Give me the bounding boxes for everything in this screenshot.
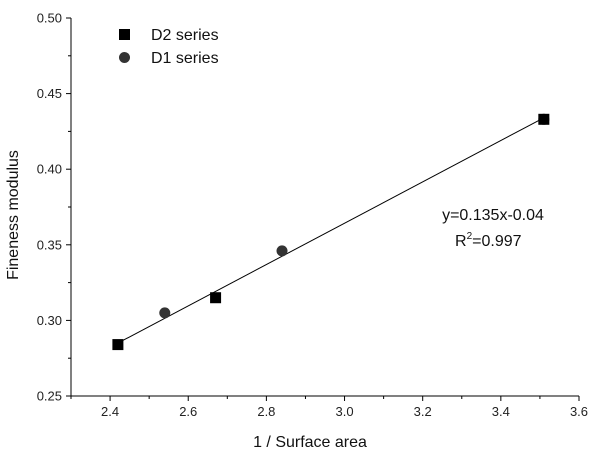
x-tick-label: 3.4 [492, 404, 510, 419]
legend-marker-d2 [119, 29, 130, 40]
x-tick-label: 2.6 [179, 404, 197, 419]
y-tick-label: 0.35 [37, 237, 62, 252]
legend: D2 series D1 series [119, 27, 219, 67]
data-points [112, 113, 550, 351]
x-axis-title: 1 / Surface area [253, 434, 367, 451]
r-squared: R2=0.997 [455, 231, 522, 250]
legend-label-d1: D1 series [151, 50, 219, 67]
fit-equation: y=0.135x-0.04 [442, 207, 544, 224]
data-point-d2 [538, 113, 550, 125]
r-squared-prefix: R [455, 233, 467, 250]
y-tick-label: 0.30 [37, 313, 62, 328]
y-ticks: 0.25 0.30 0.35 0.40 0.45 0.50 [37, 11, 71, 404]
r-squared-sup: 2 [467, 231, 473, 242]
y-axis-title: Fineness modulus [5, 150, 22, 280]
data-point-d2 [210, 292, 222, 304]
fit-line [117, 117, 545, 344]
x-ticks: 2.4 2.6 2.8 3.0 3.2 3.4 3.6 [70, 396, 588, 419]
y-tick-label: 0.40 [37, 162, 62, 177]
data-point-d1 [276, 245, 288, 257]
y-tick-label: 0.50 [37, 11, 62, 26]
x-tick-label: 3.2 [414, 404, 432, 419]
r-squared-value: =0.997 [472, 233, 521, 250]
x-tick-label: 3.0 [335, 404, 353, 419]
data-point-d1 [159, 307, 171, 319]
fit-line-group [117, 117, 545, 344]
x-tick-label: 2.4 [101, 404, 119, 419]
x-tick-label: 3.6 [570, 404, 588, 419]
y-tick-label: 0.25 [37, 389, 62, 404]
legend-marker-d1 [119, 52, 130, 63]
x-tick-label: 2.8 [257, 404, 275, 419]
data-point-d2 [112, 339, 124, 351]
y-tick-label: 0.45 [37, 86, 62, 101]
legend-label-d2: D2 series [151, 27, 219, 44]
